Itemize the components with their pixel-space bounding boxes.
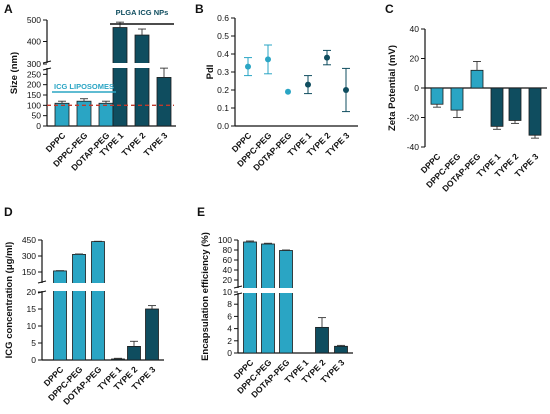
- axis-break-mark: [233, 285, 243, 289]
- bar: [470, 69, 484, 89]
- bar: [98, 102, 114, 127]
- data-point: [305, 81, 311, 88]
- y-tick-label: 20: [410, 54, 420, 64]
- y-tick-label: 0.1: [217, 103, 229, 113]
- y-tick-label: 100: [218, 235, 232, 245]
- panel-letter: E: [197, 205, 205, 219]
- y-tick-label: -40: [407, 142, 420, 152]
- y-tick-label: 20: [27, 287, 37, 297]
- panel-letter: B: [195, 2, 204, 16]
- x-tick-label: TYPE 3: [142, 130, 170, 158]
- panel-letter: A: [4, 2, 13, 16]
- bar: [261, 243, 275, 354]
- y-tick-label: 0.6: [217, 13, 229, 23]
- group-label: ICG LIPOSOMES: [54, 82, 114, 91]
- panel-b: B0.00.10.20.30.40.50.6PdIDPPCDPPC-PEGDOT…: [195, 2, 358, 173]
- y-tick-label: 40: [223, 265, 233, 275]
- data-point: [265, 56, 271, 63]
- data-point: [324, 54, 330, 61]
- y-tick-label: 0: [227, 348, 232, 358]
- y-tick-label: 40: [410, 24, 420, 34]
- bar-break-gap: [242, 288, 258, 293]
- bar: [111, 358, 125, 361]
- bar: [91, 241, 105, 361]
- y-axis-label: ICG concentration (μg/ml): [4, 242, 15, 359]
- bar: [490, 87, 504, 127]
- y-tick-label: 0.2: [217, 85, 229, 95]
- panel-letter: D: [4, 205, 13, 219]
- data-point: [343, 87, 349, 93]
- bar: [145, 308, 159, 361]
- y-tick-label: 10: [27, 321, 37, 331]
- y-tick-label: 400: [27, 37, 41, 47]
- y-axis-label: Encapsulation efficiency (%): [200, 232, 211, 361]
- bar: [156, 77, 172, 127]
- y-tick-label: 4: [227, 324, 232, 334]
- panel-letter: C: [385, 2, 394, 16]
- bar: [334, 345, 348, 354]
- y-tick-label: 50: [32, 111, 42, 121]
- data-point: [245, 63, 251, 70]
- y-tick-label: -20: [407, 113, 420, 123]
- y-tick-label: 300: [27, 59, 41, 69]
- bar: [134, 34, 150, 127]
- y-tick-label: 60: [223, 255, 233, 265]
- y-tick-label: 0.4: [217, 49, 229, 59]
- y-tick-label: 0.0: [217, 121, 229, 131]
- panel-d: D 0 5 10 15 20 150 300 450 ICG concentration (μg/…: [4, 205, 164, 407]
- bar-break-gap: [260, 288, 276, 293]
- bar: [54, 102, 70, 127]
- bar-break-gap: [134, 63, 150, 68]
- y-tick-label: 0: [36, 121, 41, 131]
- bar-break-gap: [90, 283, 106, 291]
- y-tick-label: 5: [31, 338, 36, 348]
- bar: [450, 87, 464, 111]
- bar: [112, 27, 128, 127]
- bar-break-gap: [71, 283, 87, 291]
- bar: [279, 250, 293, 354]
- y-tick-label: 2: [227, 336, 232, 346]
- y-tick-label: 150: [22, 267, 36, 277]
- bar: [430, 87, 444, 105]
- y-tick-label: 450: [22, 235, 36, 245]
- bar-break-gap: [278, 288, 294, 293]
- bar: [243, 241, 257, 354]
- y-axis-label: Zeta Potential (mV): [387, 45, 398, 131]
- axis-break-mark: [37, 280, 47, 284]
- bar-break-gap: [112, 63, 128, 68]
- y-tick-label: 80: [223, 245, 233, 255]
- axis-break-mark: [233, 292, 243, 296]
- y-tick-label: 100: [27, 100, 41, 110]
- y-tick-label: 6: [227, 311, 232, 321]
- y-tick-label: 200: [27, 80, 41, 90]
- bar: [127, 345, 141, 361]
- y-tick-label: 0.5: [217, 31, 229, 41]
- bar: [508, 87, 522, 121]
- bar: [315, 326, 329, 354]
- y-tick-label: 20: [223, 275, 233, 285]
- y-tick-label: 300: [22, 251, 36, 261]
- y-tick-label: 0: [414, 83, 419, 93]
- y-tick-label: 500: [27, 15, 41, 25]
- y-tick-label: 8: [227, 299, 232, 309]
- bar: [528, 87, 542, 136]
- bar-break-gap: [52, 283, 68, 291]
- y-tick-label: 250: [27, 69, 41, 79]
- y-tick-label: 0.3: [217, 67, 229, 77]
- group-label: PLGA ICG NPs: [116, 8, 169, 17]
- y-tick-label: 150: [27, 90, 41, 100]
- y-tick-label: 15: [27, 304, 37, 314]
- axis-break-mark: [42, 60, 52, 64]
- y-tick-label: 10: [223, 287, 233, 297]
- y-tick-label: 0: [31, 355, 36, 365]
- y-axis-label: Size (nm): [9, 52, 20, 94]
- data-point: [285, 88, 291, 95]
- y-axis-label: PdI: [205, 65, 216, 80]
- bar: [72, 253, 86, 361]
- axis-break-mark: [42, 67, 52, 71]
